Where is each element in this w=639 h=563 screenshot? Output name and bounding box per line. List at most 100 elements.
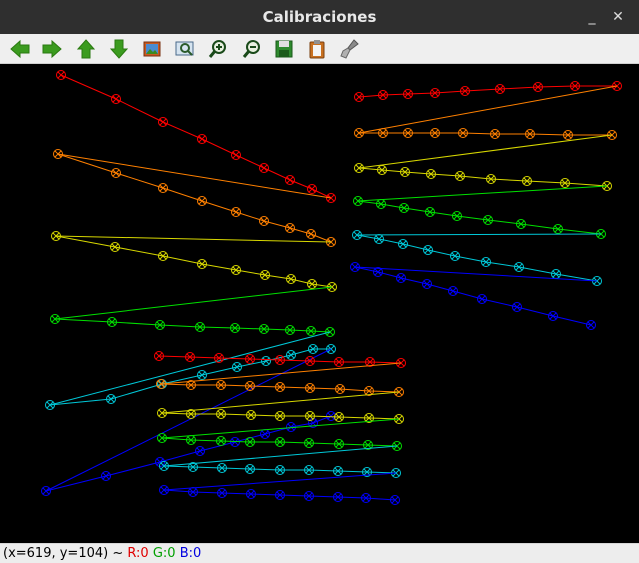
corner-marker xyxy=(41,486,51,496)
arrow-down-icon xyxy=(109,39,129,59)
corner-marker xyxy=(586,320,596,330)
corner-marker xyxy=(514,262,524,272)
arrow-left-icon xyxy=(10,39,30,59)
corner-marker xyxy=(285,223,295,233)
corner-marker xyxy=(186,435,196,445)
status-red: R:0 xyxy=(127,546,149,561)
corner-marker xyxy=(378,90,388,100)
minimize-button[interactable]: _ xyxy=(588,9,596,25)
calibration-corners-overlay xyxy=(41,70,622,505)
corner-marker xyxy=(259,216,269,226)
corner-marker xyxy=(217,463,227,473)
corner-marker xyxy=(111,94,121,104)
status-bar: (x=619, y=104) ~ R:0 G:0 B:0 xyxy=(0,543,639,563)
corner-marker xyxy=(197,370,207,380)
forward-button[interactable] xyxy=(39,36,65,62)
row-connector xyxy=(54,286,333,320)
corner-marker xyxy=(551,269,561,279)
corner-marker xyxy=(214,353,224,363)
corner-marker xyxy=(486,174,496,184)
corner-marker xyxy=(107,317,117,327)
corner-marker xyxy=(154,351,164,361)
corner-marker xyxy=(307,184,317,194)
row-connector xyxy=(354,266,598,282)
corner-marker xyxy=(231,150,241,160)
corner-marker xyxy=(378,128,388,138)
corner-marker xyxy=(422,279,432,289)
corner-marker xyxy=(157,433,167,443)
corner-marker xyxy=(448,286,458,296)
corner-marker xyxy=(516,219,526,229)
row-connector xyxy=(356,233,602,236)
corner-marker xyxy=(512,302,522,312)
zoom-region-button[interactable] xyxy=(172,36,198,62)
toolbar xyxy=(0,34,639,64)
status-coords: (x=619, y=104) ~ xyxy=(3,546,128,561)
copy-button[interactable] xyxy=(304,36,330,62)
row-connector xyxy=(358,134,613,169)
corner-marker xyxy=(230,323,240,333)
corner-marker xyxy=(403,89,413,99)
corner-marker xyxy=(260,429,270,439)
clipboard-icon xyxy=(309,40,325,59)
row-connector xyxy=(49,331,331,406)
corner-marker xyxy=(111,168,121,178)
back-button[interactable] xyxy=(7,36,33,62)
row-connector xyxy=(358,85,618,134)
corner-marker xyxy=(364,386,374,396)
properties-button[interactable] xyxy=(337,36,363,62)
corner-marker xyxy=(354,163,364,173)
corner-marker xyxy=(495,84,505,94)
row-connector xyxy=(160,362,402,385)
corner-marker xyxy=(452,211,462,221)
corner-marker xyxy=(156,379,166,389)
save-button[interactable] xyxy=(271,36,297,62)
zoom-in-button[interactable] xyxy=(205,36,231,62)
corner-row-line xyxy=(160,383,400,393)
corner-marker xyxy=(365,357,375,367)
corner-marker xyxy=(245,437,255,447)
corner-marker xyxy=(483,215,493,225)
corner-marker xyxy=(56,70,66,80)
image-canvas[interactable] xyxy=(0,64,639,543)
close-button[interactable]: ✕ xyxy=(612,9,624,25)
title-bar[interactable]: Calibraciones _ ✕ xyxy=(0,0,639,34)
corner-marker xyxy=(560,178,570,188)
corner-row-line xyxy=(354,266,592,326)
corner-marker xyxy=(197,259,207,269)
corner-marker xyxy=(305,356,315,366)
row-connector xyxy=(55,235,332,243)
corner-marker xyxy=(306,326,316,336)
corner-marker xyxy=(157,408,167,418)
corner-marker xyxy=(563,130,573,140)
corner-row-line xyxy=(358,85,617,98)
status-blue: B:0 xyxy=(179,546,202,561)
brush-icon xyxy=(340,39,359,59)
corner-marker xyxy=(159,461,169,471)
arrow-up-icon xyxy=(76,39,96,59)
down-button[interactable] xyxy=(106,36,132,62)
corner-row-line xyxy=(357,200,602,235)
corner-marker xyxy=(307,279,317,289)
corner-marker xyxy=(423,245,433,255)
corner-marker xyxy=(363,440,373,450)
corner-marker xyxy=(354,128,364,138)
corner-marker xyxy=(334,439,344,449)
corner-marker xyxy=(304,438,314,448)
corner-marker xyxy=(51,231,61,241)
corner-marker xyxy=(333,492,343,502)
corner-marker xyxy=(259,163,269,173)
corner-marker xyxy=(334,412,344,422)
corner-marker xyxy=(216,380,226,390)
corner-marker xyxy=(333,466,343,476)
corner-marker xyxy=(430,128,440,138)
corner-marker xyxy=(364,413,374,423)
up-button[interactable] xyxy=(73,36,99,62)
corner-marker xyxy=(304,465,314,475)
corner-marker xyxy=(275,465,285,475)
corner-marker xyxy=(352,230,362,240)
zoom-out-button[interactable] xyxy=(239,36,265,62)
corner-marker xyxy=(186,380,196,390)
corner-marker xyxy=(376,199,386,209)
image-button[interactable] xyxy=(139,36,165,62)
